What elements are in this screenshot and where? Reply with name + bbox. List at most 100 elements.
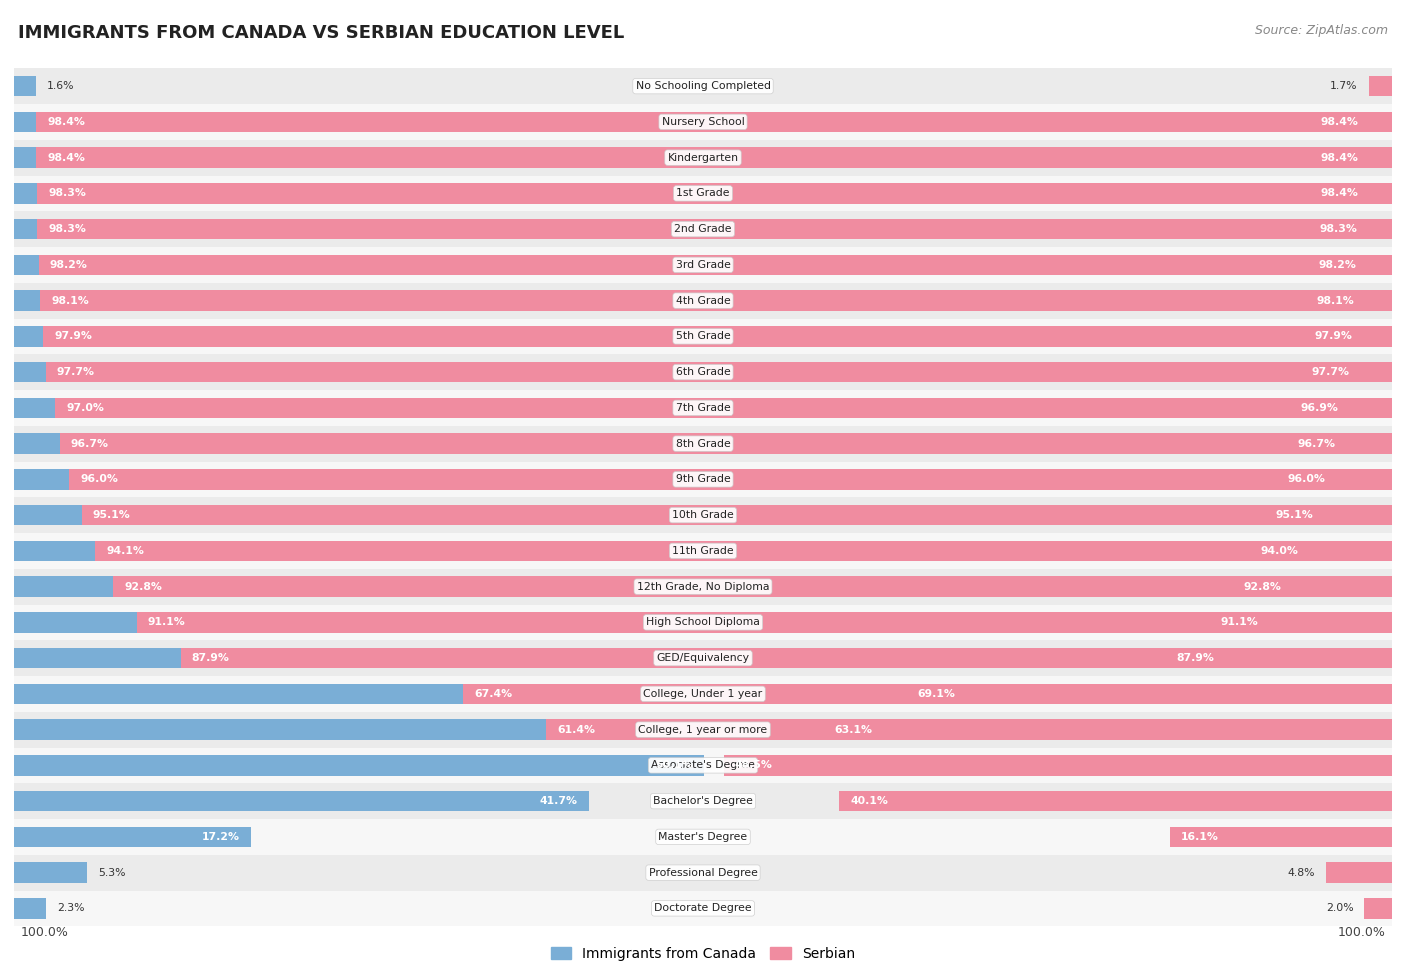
Text: 95.1%: 95.1%	[93, 510, 131, 520]
Bar	[44, 326, 1392, 347]
Text: 10th Grade: 10th Grade	[672, 510, 734, 520]
Text: 98.4%: 98.4%	[48, 153, 84, 163]
Bar	[14, 354, 1392, 390]
Text: 98.4%: 98.4%	[1322, 117, 1358, 127]
Bar	[14, 254, 1367, 275]
Bar	[14, 139, 1392, 176]
Bar	[463, 683, 1392, 704]
Text: 12th Grade, No Diploma: 12th Grade, No Diploma	[637, 582, 769, 592]
Bar	[14, 676, 1392, 712]
Text: 17.2%: 17.2%	[202, 832, 240, 841]
Text: 61.4%: 61.4%	[557, 724, 595, 734]
Text: College, Under 1 year: College, Under 1 year	[644, 689, 762, 699]
Text: 7th Grade: 7th Grade	[676, 403, 730, 412]
Text: 48.5%: 48.5%	[735, 760, 772, 770]
Text: 1.6%: 1.6%	[48, 81, 75, 91]
Text: 94.1%: 94.1%	[107, 546, 145, 556]
Bar	[14, 748, 1392, 783]
Text: 1.7%: 1.7%	[1330, 81, 1358, 91]
Bar	[136, 612, 1392, 633]
Bar	[14, 827, 252, 847]
Text: 96.0%: 96.0%	[1288, 475, 1326, 485]
Text: 63.1%: 63.1%	[835, 724, 873, 734]
Bar	[14, 326, 1362, 347]
Text: 3rd Grade: 3rd Grade	[675, 260, 731, 270]
Text: 11th Grade: 11th Grade	[672, 546, 734, 556]
Bar	[14, 862, 87, 883]
Text: 97.9%: 97.9%	[1315, 332, 1353, 341]
Bar	[46, 362, 1392, 382]
Bar	[839, 791, 1392, 811]
Bar	[14, 898, 46, 918]
Text: 91.1%: 91.1%	[148, 617, 186, 627]
Bar	[1170, 827, 1392, 847]
Bar	[14, 540, 1309, 562]
Bar	[14, 612, 1270, 633]
Text: GED/Equivalency: GED/Equivalency	[657, 653, 749, 663]
Text: 97.7%: 97.7%	[1312, 368, 1350, 377]
Bar	[14, 212, 1392, 247]
Bar	[14, 398, 1350, 418]
Text: 4th Grade: 4th Grade	[676, 295, 730, 305]
Bar	[1368, 76, 1392, 97]
Bar	[41, 291, 1392, 311]
Text: Associate's Degree: Associate's Degree	[651, 760, 755, 770]
Bar	[14, 433, 1347, 454]
Text: 94.0%: 94.0%	[1260, 546, 1298, 556]
Bar	[38, 218, 1392, 240]
Text: Nursery School: Nursery School	[662, 117, 744, 127]
Bar	[14, 176, 1392, 212]
Text: Bachelor's Degree: Bachelor's Degree	[652, 797, 754, 806]
Text: 98.3%: 98.3%	[1320, 224, 1358, 234]
Text: IMMIGRANTS FROM CANADA VS SERBIAN EDUCATION LEVEL: IMMIGRANTS FROM CANADA VS SERBIAN EDUCAT…	[18, 24, 624, 42]
Bar	[82, 505, 1392, 526]
Text: 100.0%: 100.0%	[21, 926, 69, 939]
Text: Master's Degree: Master's Degree	[658, 832, 748, 841]
Text: 50.1%: 50.1%	[655, 760, 693, 770]
Bar	[14, 505, 1324, 526]
Bar	[14, 362, 1360, 382]
Bar	[14, 791, 589, 811]
Bar	[14, 568, 1392, 604]
Bar	[14, 68, 1392, 104]
Bar	[59, 433, 1392, 454]
Bar	[14, 533, 1392, 568]
Text: 96.7%: 96.7%	[1298, 439, 1336, 448]
Text: Doctorate Degree: Doctorate Degree	[654, 904, 752, 914]
Bar	[14, 855, 1392, 890]
Text: College, 1 year or more: College, 1 year or more	[638, 724, 768, 734]
Text: Professional Degree: Professional Degree	[648, 868, 758, 878]
Text: 98.2%: 98.2%	[49, 260, 87, 270]
Bar	[546, 720, 1392, 740]
Text: 96.0%: 96.0%	[80, 475, 118, 485]
Bar	[14, 755, 704, 776]
Bar	[14, 683, 966, 704]
Bar	[14, 647, 1225, 669]
Text: 98.1%: 98.1%	[1317, 295, 1355, 305]
Bar	[14, 183, 1369, 204]
Text: 8th Grade: 8th Grade	[676, 439, 730, 448]
Bar	[14, 783, 1392, 819]
Text: 2.3%: 2.3%	[56, 904, 84, 914]
Bar	[14, 469, 1337, 489]
Text: 4.8%: 4.8%	[1288, 868, 1315, 878]
Bar	[1326, 862, 1392, 883]
Bar	[96, 540, 1392, 562]
Bar	[55, 398, 1392, 418]
Text: 41.7%: 41.7%	[540, 797, 578, 806]
Text: 96.7%: 96.7%	[70, 439, 108, 448]
Bar	[14, 641, 1392, 676]
Text: 92.8%: 92.8%	[124, 582, 162, 592]
Text: 87.9%: 87.9%	[191, 653, 229, 663]
Bar	[1364, 898, 1392, 918]
Bar	[37, 147, 1392, 168]
Bar	[14, 291, 1365, 311]
Text: 97.9%: 97.9%	[53, 332, 91, 341]
Bar	[14, 576, 1292, 597]
Bar	[39, 254, 1392, 275]
Text: 98.2%: 98.2%	[1319, 260, 1357, 270]
Text: 6th Grade: 6th Grade	[676, 368, 730, 377]
Text: 98.4%: 98.4%	[1322, 188, 1358, 198]
Text: 5th Grade: 5th Grade	[676, 332, 730, 341]
Bar	[14, 111, 1369, 133]
